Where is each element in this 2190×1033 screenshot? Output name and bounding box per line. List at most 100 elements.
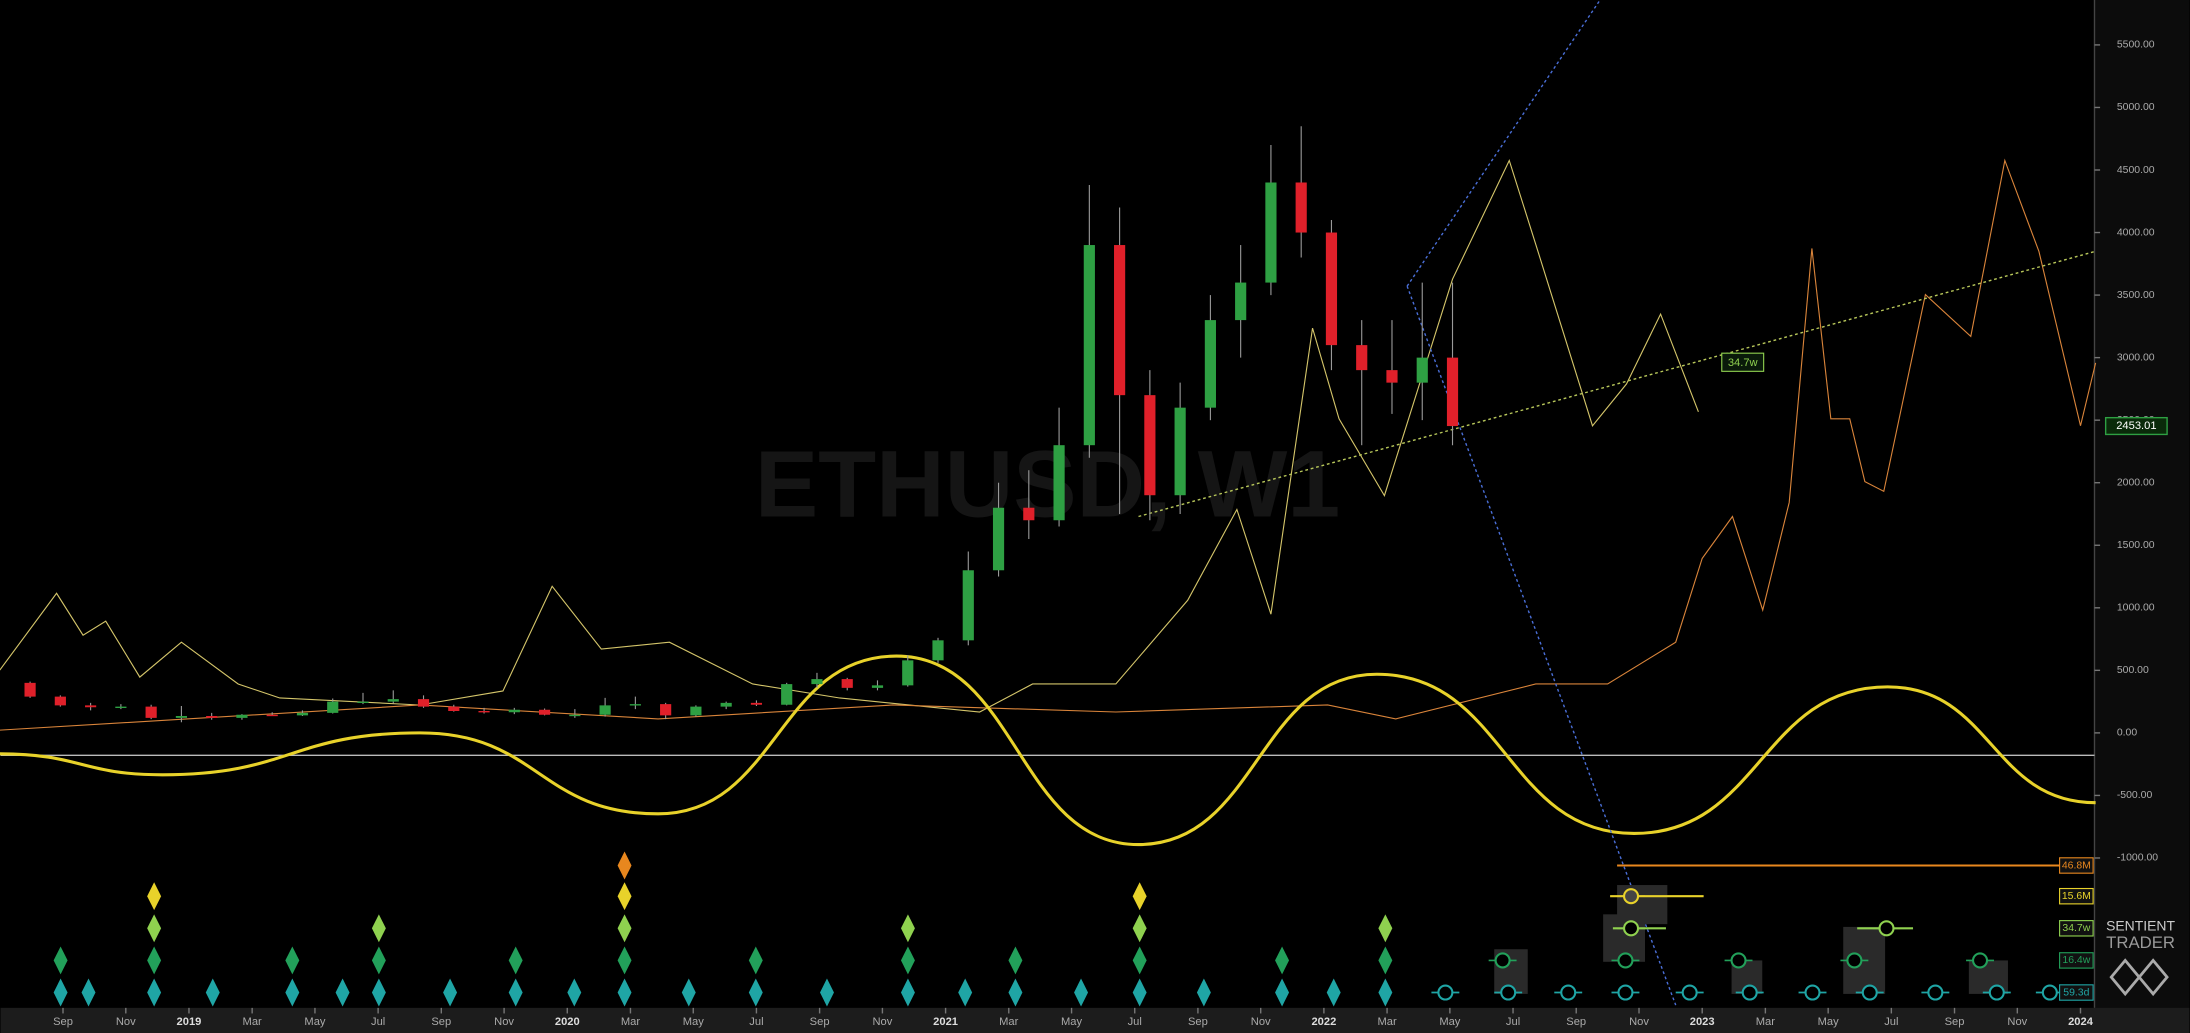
candle-body (357, 701, 369, 704)
watermark: ETHUSD, W1 (755, 431, 1340, 537)
signal-circle (1617, 984, 1634, 1001)
candle-body (1446, 357, 1459, 427)
candle-body (266, 714, 278, 717)
candle-body (1023, 507, 1035, 521)
signal-circle (2041, 984, 2058, 1001)
signal-diamond (285, 946, 300, 975)
signal-circle (1437, 984, 1454, 1001)
overlay-line (0, 654, 2096, 847)
signal-diamond (443, 978, 458, 1007)
signal-diamond (1275, 946, 1290, 975)
candle-body (54, 696, 66, 706)
signal-circle (1623, 920, 1640, 937)
signal-diamond (1074, 978, 1089, 1007)
candle-body (811, 679, 823, 685)
candle-body (720, 702, 732, 707)
cycle-box (2059, 920, 2094, 937)
cycle-box (2059, 984, 2094, 1001)
signal-circle (1617, 952, 1634, 969)
x-tick-label: 2024 (2068, 1016, 2094, 1028)
candle-body (236, 714, 248, 718)
candle-body (1265, 182, 1277, 283)
signal-diamond (617, 978, 632, 1007)
signal-circle (1861, 984, 1878, 1001)
candle-body (448, 706, 460, 711)
signal-diamond (1378, 914, 1393, 943)
annotation-box (1721, 352, 1765, 372)
x-tick-label: Mar (621, 1016, 640, 1028)
signal-diamond (1132, 978, 1147, 1007)
trend-line (1138, 250, 2096, 518)
candle-body (24, 682, 36, 697)
y-tick-label: 4000.00 (2117, 227, 2155, 238)
candle-body (175, 716, 187, 718)
candle-body (145, 706, 157, 718)
x-tick-label: Sep (1945, 1016, 1965, 1028)
candle-body (841, 679, 853, 688)
signal-diamond (1008, 978, 1023, 1007)
cycle-label: 59.3d (2063, 987, 2089, 998)
signal-diamond (147, 946, 162, 975)
y-tick-label: 4500.00 (2117, 165, 2155, 176)
signal-circle (1500, 984, 1517, 1001)
y-tick-label: -500.00 (2117, 790, 2153, 801)
cycle-box (2059, 857, 2094, 874)
y-tick-label: 2000.00 (2117, 477, 2155, 488)
x-tick-label: Jul (1884, 1016, 1898, 1028)
signal-circle (1972, 952, 1989, 969)
cycle-box (2059, 887, 2094, 905)
candle-body (1325, 232, 1338, 346)
candle-body (1053, 445, 1065, 521)
candle-body (1386, 370, 1398, 383)
signal-diamond (1008, 946, 1023, 975)
cycle-label: 46.8M (2062, 860, 2091, 871)
signal-circle (1560, 984, 1577, 1001)
signal-diamond (371, 946, 386, 975)
candle-body (932, 640, 944, 661)
signal-diamond (147, 978, 162, 1007)
candle-body (690, 706, 702, 716)
signal-diamond (958, 978, 973, 1007)
trend-line (1406, 0, 1601, 287)
x-tick-label: Nov (1629, 1016, 1649, 1028)
candle-body (902, 660, 914, 686)
brand-line1: SENTIENT (2106, 918, 2175, 934)
cycle-label: 16.4w (2062, 955, 2090, 966)
x-tick-label: Sep (431, 1016, 451, 1028)
x-tick-label: Mar (1756, 1016, 1775, 1028)
signal-diamond (508, 978, 523, 1007)
candle-body (1083, 245, 1095, 446)
candle-body (629, 704, 641, 706)
candle-body (781, 684, 793, 705)
signal-diamond (285, 978, 300, 1007)
x-tick-label: Jul (1506, 1016, 1520, 1028)
signal-circle (1494, 952, 1511, 969)
x-tick-label: May (304, 1016, 325, 1028)
y-axis-panel (2094, 0, 2190, 1033)
x-tick-label: 2020 (555, 1016, 580, 1028)
last-price-box (2104, 416, 2168, 436)
candle-body (1144, 395, 1156, 496)
candle-body (750, 702, 763, 705)
signal-diamond (567, 978, 582, 1007)
signal-diamond (617, 946, 632, 975)
brand-line2: TRADER (2106, 933, 2175, 952)
candle-body (1295, 182, 1307, 233)
last-price-label: 2453.01 (2116, 420, 2156, 432)
overlay-line (0, 158, 2097, 731)
cycle-box (2059, 952, 2094, 969)
x-tick-label: Mar (1377, 1016, 1396, 1028)
signal-diamond (147, 882, 162, 911)
x-tick-label: Jul (371, 1016, 385, 1028)
candle-body (115, 706, 127, 709)
candle-body (327, 701, 339, 713)
candle-body (1174, 407, 1186, 496)
candle-body (992, 507, 1005, 571)
signal-diamond (81, 978, 96, 1007)
x-tick-label: Nov (1251, 1016, 1271, 1028)
x-tick-label: May (1061, 1016, 1082, 1028)
signal-diamond (900, 914, 915, 943)
candle-body (387, 699, 399, 702)
overlay-line (0, 158, 1699, 713)
